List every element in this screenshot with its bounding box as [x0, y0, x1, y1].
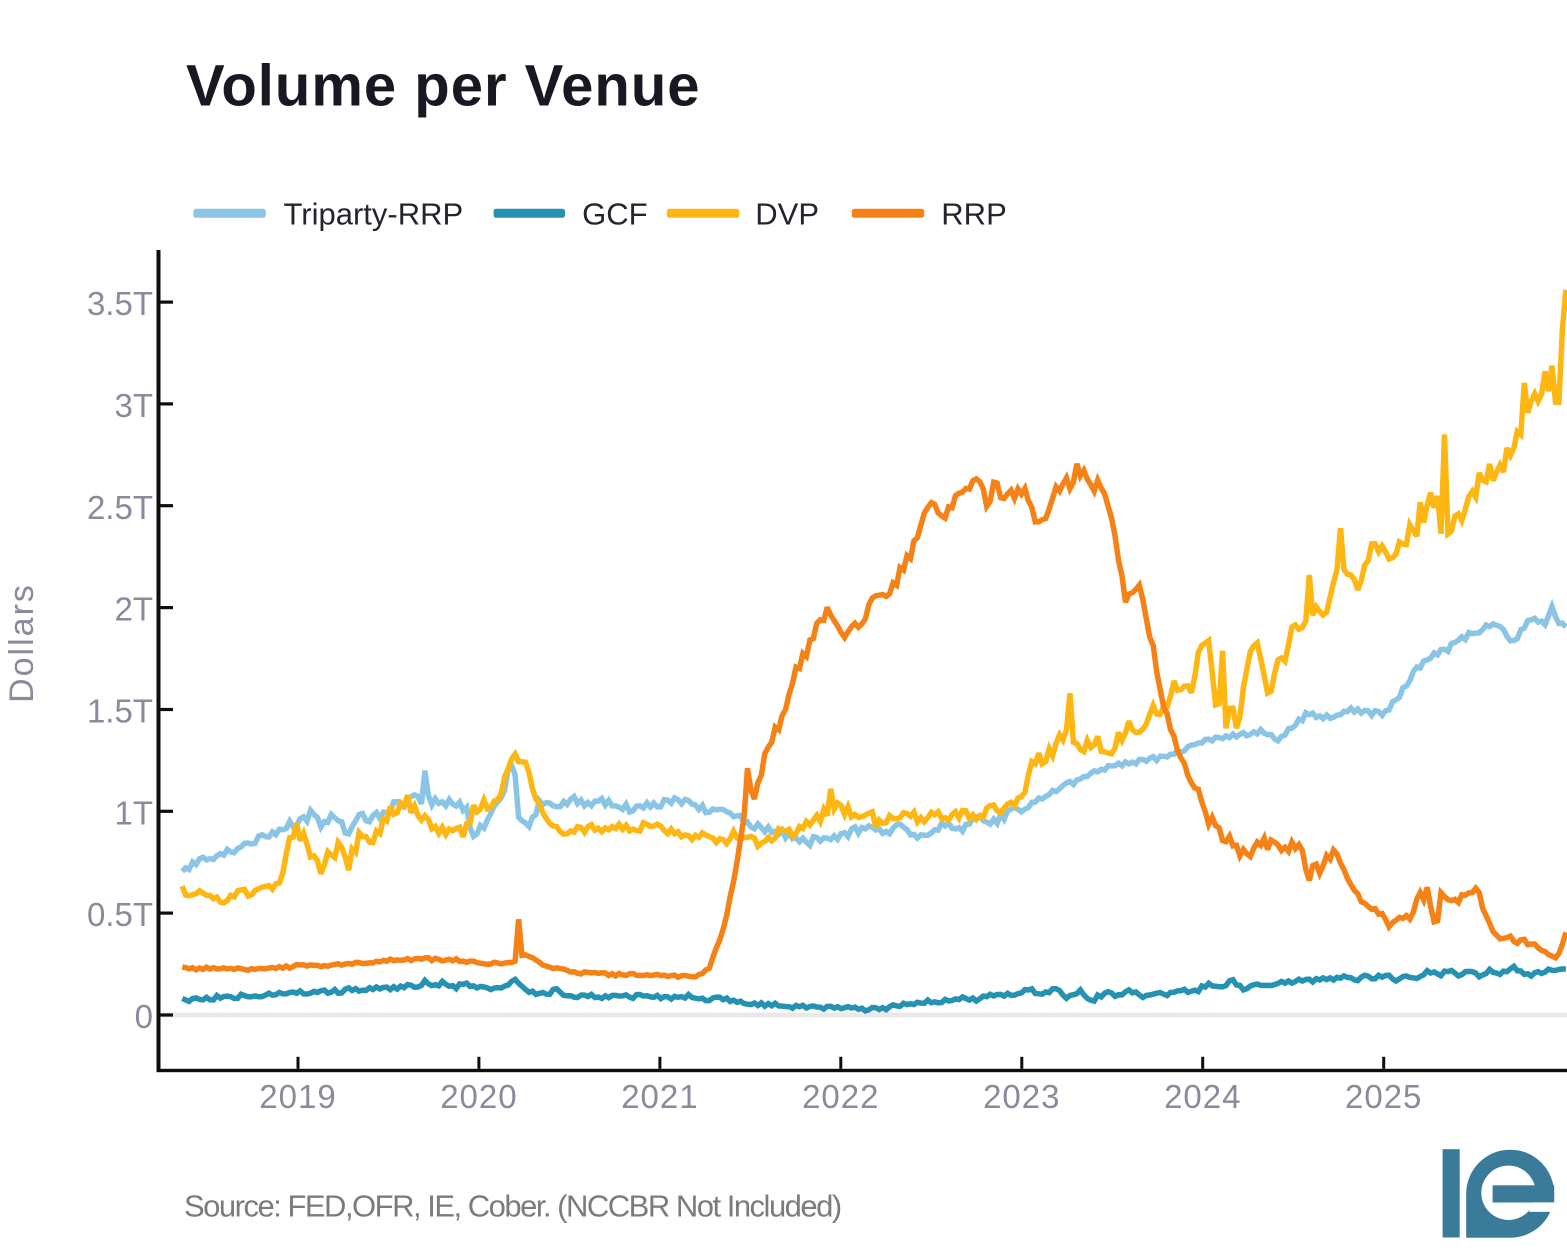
svg-text:Dollars: Dollars	[3, 583, 41, 703]
svg-text:3T: 3T	[114, 387, 153, 424]
svg-text:Volume per Venue: Volume per Venue	[186, 54, 701, 119]
svg-text:2019: 2019	[259, 1078, 336, 1115]
svg-text:GCF: GCF	[582, 197, 647, 232]
svg-text:DVP: DVP	[755, 197, 819, 232]
svg-text:2025: 2025	[1345, 1078, 1422, 1115]
svg-text:1T: 1T	[114, 794, 153, 831]
svg-text:2022: 2022	[802, 1078, 879, 1115]
svg-text:2T: 2T	[114, 591, 153, 628]
svg-text:2024: 2024	[1164, 1078, 1241, 1115]
svg-text:1.5T: 1.5T	[87, 693, 153, 730]
svg-text:Source: FED,OFR, IE, Cober. (N: Source: FED,OFR, IE, Cober. (NCCBR Not I…	[184, 1188, 841, 1223]
svg-text:Triparty-RRP: Triparty-RRP	[284, 197, 464, 232]
svg-text:0.5T: 0.5T	[87, 896, 153, 933]
svg-text:2021: 2021	[621, 1078, 698, 1115]
svg-text:2.5T: 2.5T	[87, 489, 153, 526]
svg-text:RRP: RRP	[941, 197, 1006, 232]
svg-text:3.5T: 3.5T	[87, 285, 153, 322]
svg-text:2020: 2020	[440, 1078, 517, 1115]
svg-text:0: 0	[135, 998, 153, 1035]
svg-text:2023: 2023	[983, 1078, 1060, 1115]
